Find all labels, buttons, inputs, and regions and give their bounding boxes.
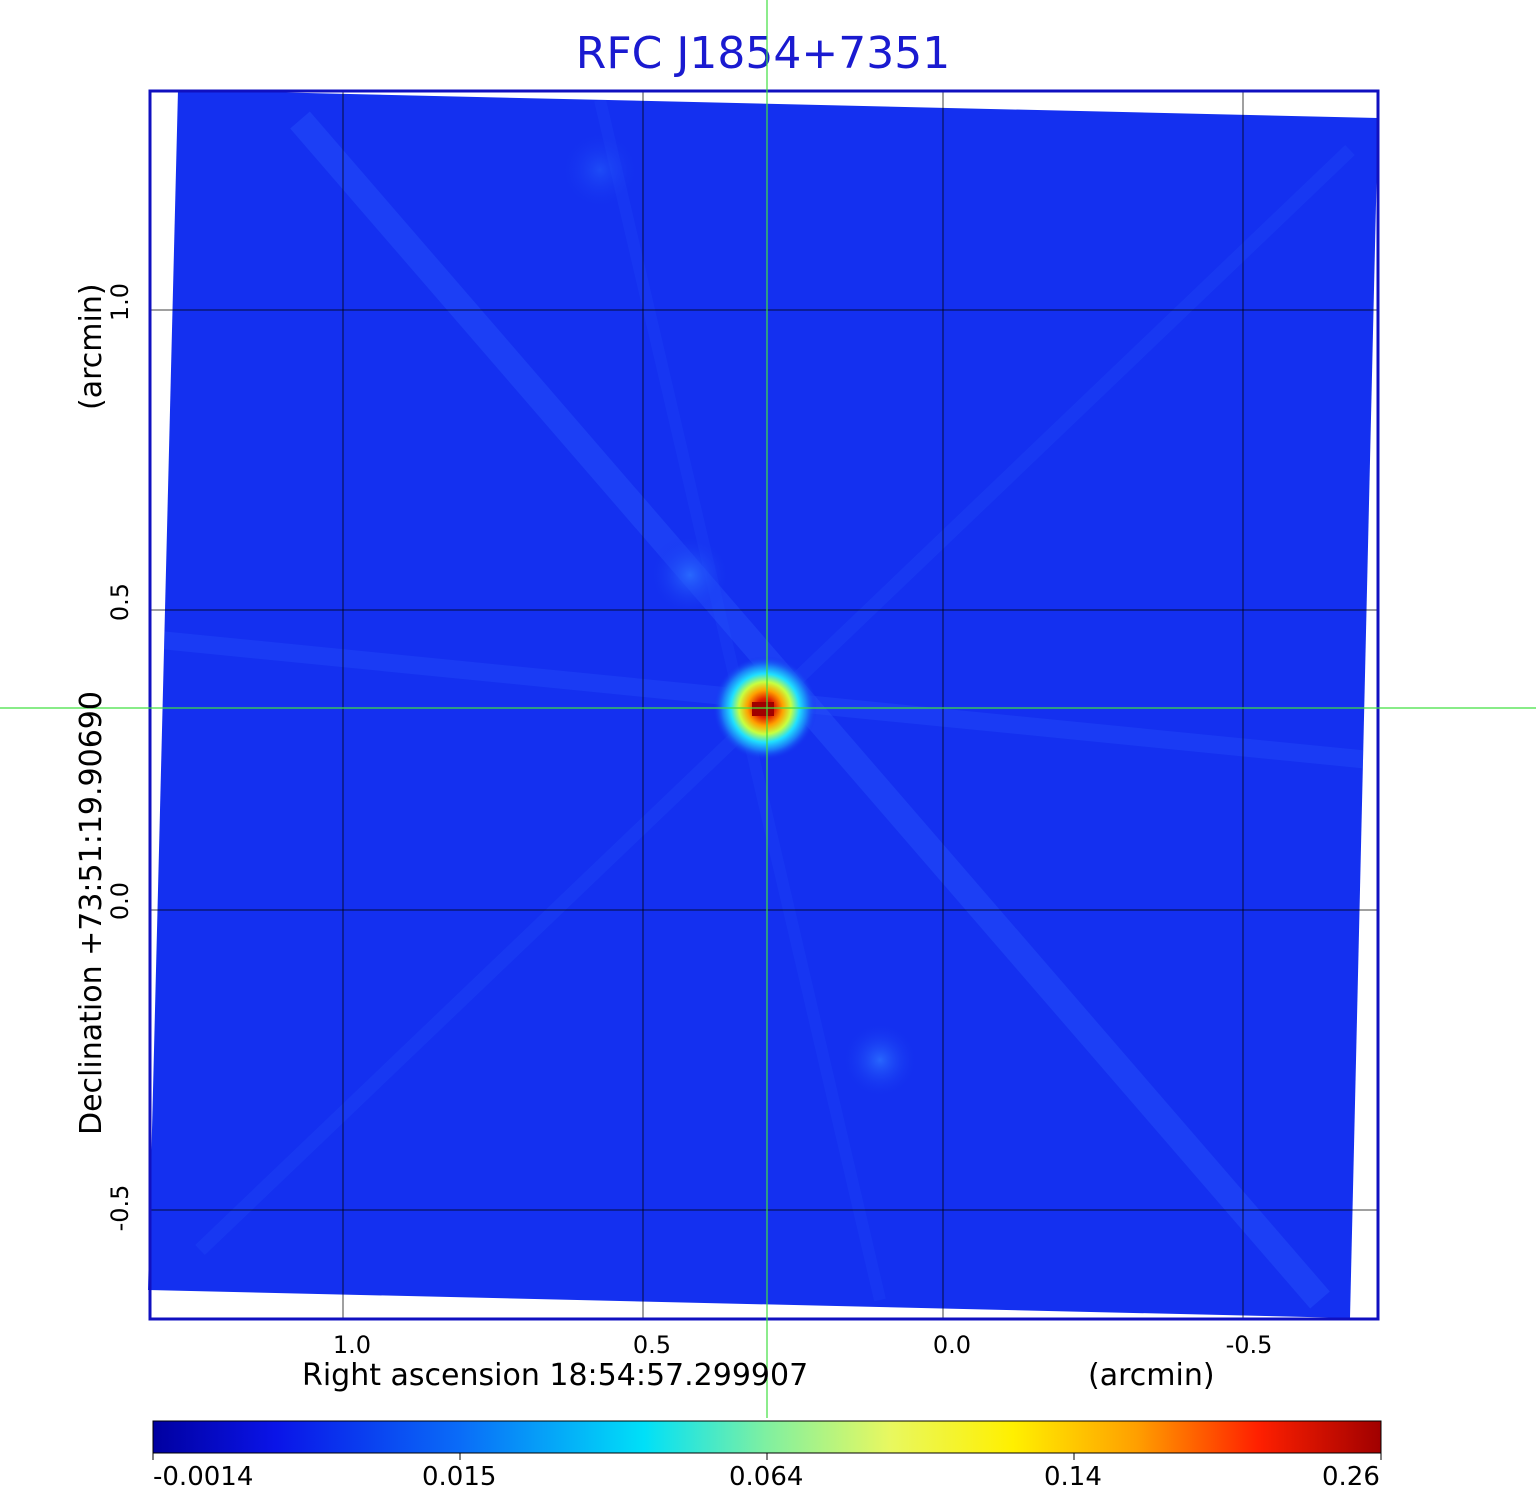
y-axis-unit: (arcmin) [74,283,109,410]
y-tick-label: 1.0 [106,282,134,322]
colorbar-tick-label: 0.064 [729,1462,804,1492]
crosshair [0,0,1536,1418]
x-tick-label: -0.5 [1225,1331,1273,1359]
x-axis-unit: (arcmin) [1088,1358,1215,1393]
x-tick-label: 0.5 [632,1331,672,1359]
x-tick-label: 0.0 [932,1331,972,1359]
y-tick-label: 0.5 [106,582,134,622]
colorbar-tick-label: 0.26 [1322,1462,1380,1492]
y-axis-label: Declination +73:51:19.90690 [74,691,109,1135]
colorbar-tick-label: 0.14 [1044,1462,1102,1492]
x-tick-label: 1.0 [332,1331,372,1359]
colorbar-tick-label: 0.015 [422,1462,497,1492]
coordinate-grid [150,92,1378,1318]
colorbar [152,1420,1382,1454]
figure-title: RFC J1854+7351 [575,28,951,79]
y-tick-label: -0.5 [106,1184,134,1232]
colorbar-tick-label: -0.0014 [153,1462,254,1492]
y-tick-label: 0.0 [106,881,134,921]
plot-frame [148,89,1380,1321]
colorbar-ticks [152,1453,1382,1460]
x-axis-label: Right ascension 18:54:57.299907 [302,1358,809,1393]
